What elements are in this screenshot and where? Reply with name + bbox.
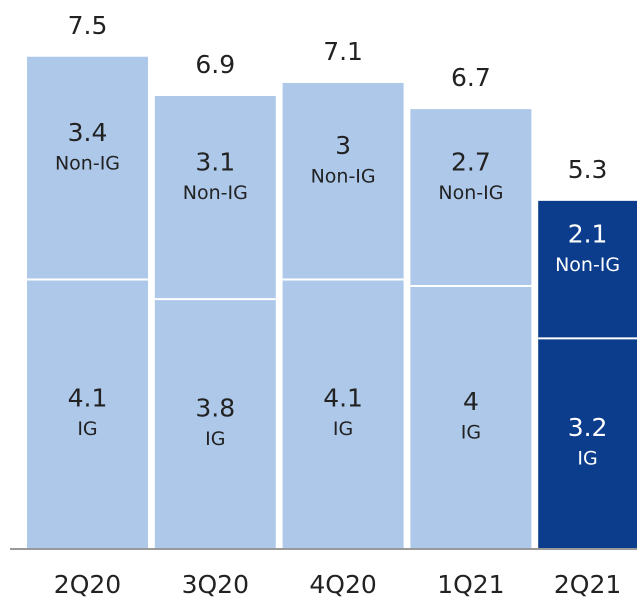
segment-series-label: IG — [333, 418, 353, 440]
segment-value-label: 4 — [463, 387, 479, 416]
segment-series-label: Non-IG — [183, 182, 248, 204]
segment-value-label: 3.8 — [195, 394, 235, 423]
segment-value-label: 3.2 — [568, 413, 608, 442]
total-label: 6.7 — [451, 63, 491, 92]
x-tick-label: 4Q20 — [309, 570, 376, 599]
segment-value-label: 2.1 — [568, 220, 608, 249]
x-tick-label: 1Q21 — [437, 570, 504, 599]
total-label: 7.1 — [323, 37, 363, 66]
bar-segment — [538, 338, 637, 548]
total-label: 5.3 — [568, 155, 608, 184]
segment-value-label: 3.4 — [68, 118, 108, 147]
bar-segment — [282, 82, 404, 280]
bar-segment — [27, 279, 148, 548]
bar-segment — [410, 109, 532, 287]
segment-series-label: Non-IG — [438, 182, 503, 204]
segment-series-label: IG — [205, 428, 225, 450]
segment-series-label: IG — [577, 448, 597, 470]
x-tick-label: 2Q21 — [554, 570, 621, 599]
bar-segment — [27, 56, 148, 280]
segment-series-label: IG — [77, 418, 97, 440]
segment-value-label: 3 — [335, 131, 351, 160]
bar-segment — [282, 279, 404, 548]
bar-segment — [410, 286, 532, 548]
segment-series-label: IG — [461, 422, 481, 444]
bar-segment — [154, 96, 276, 300]
bar-segment — [538, 200, 637, 339]
segment-value-label: 4.1 — [68, 384, 108, 413]
segment-value-label: 4.1 — [323, 384, 363, 413]
segment-series-label: Non-IG — [55, 153, 120, 175]
total-label: 6.9 — [195, 50, 235, 79]
x-tick-label: 2Q20 — [54, 570, 121, 599]
segment-value-label: 3.1 — [195, 148, 235, 177]
x-tick-label: 3Q20 — [182, 570, 249, 599]
total-label: 7.5 — [68, 11, 108, 40]
segment-series-label: Non-IG — [555, 254, 620, 276]
segment-series-label: Non-IG — [311, 166, 376, 188]
segment-value-label: 2.7 — [451, 148, 491, 177]
bar-segment — [154, 299, 276, 548]
